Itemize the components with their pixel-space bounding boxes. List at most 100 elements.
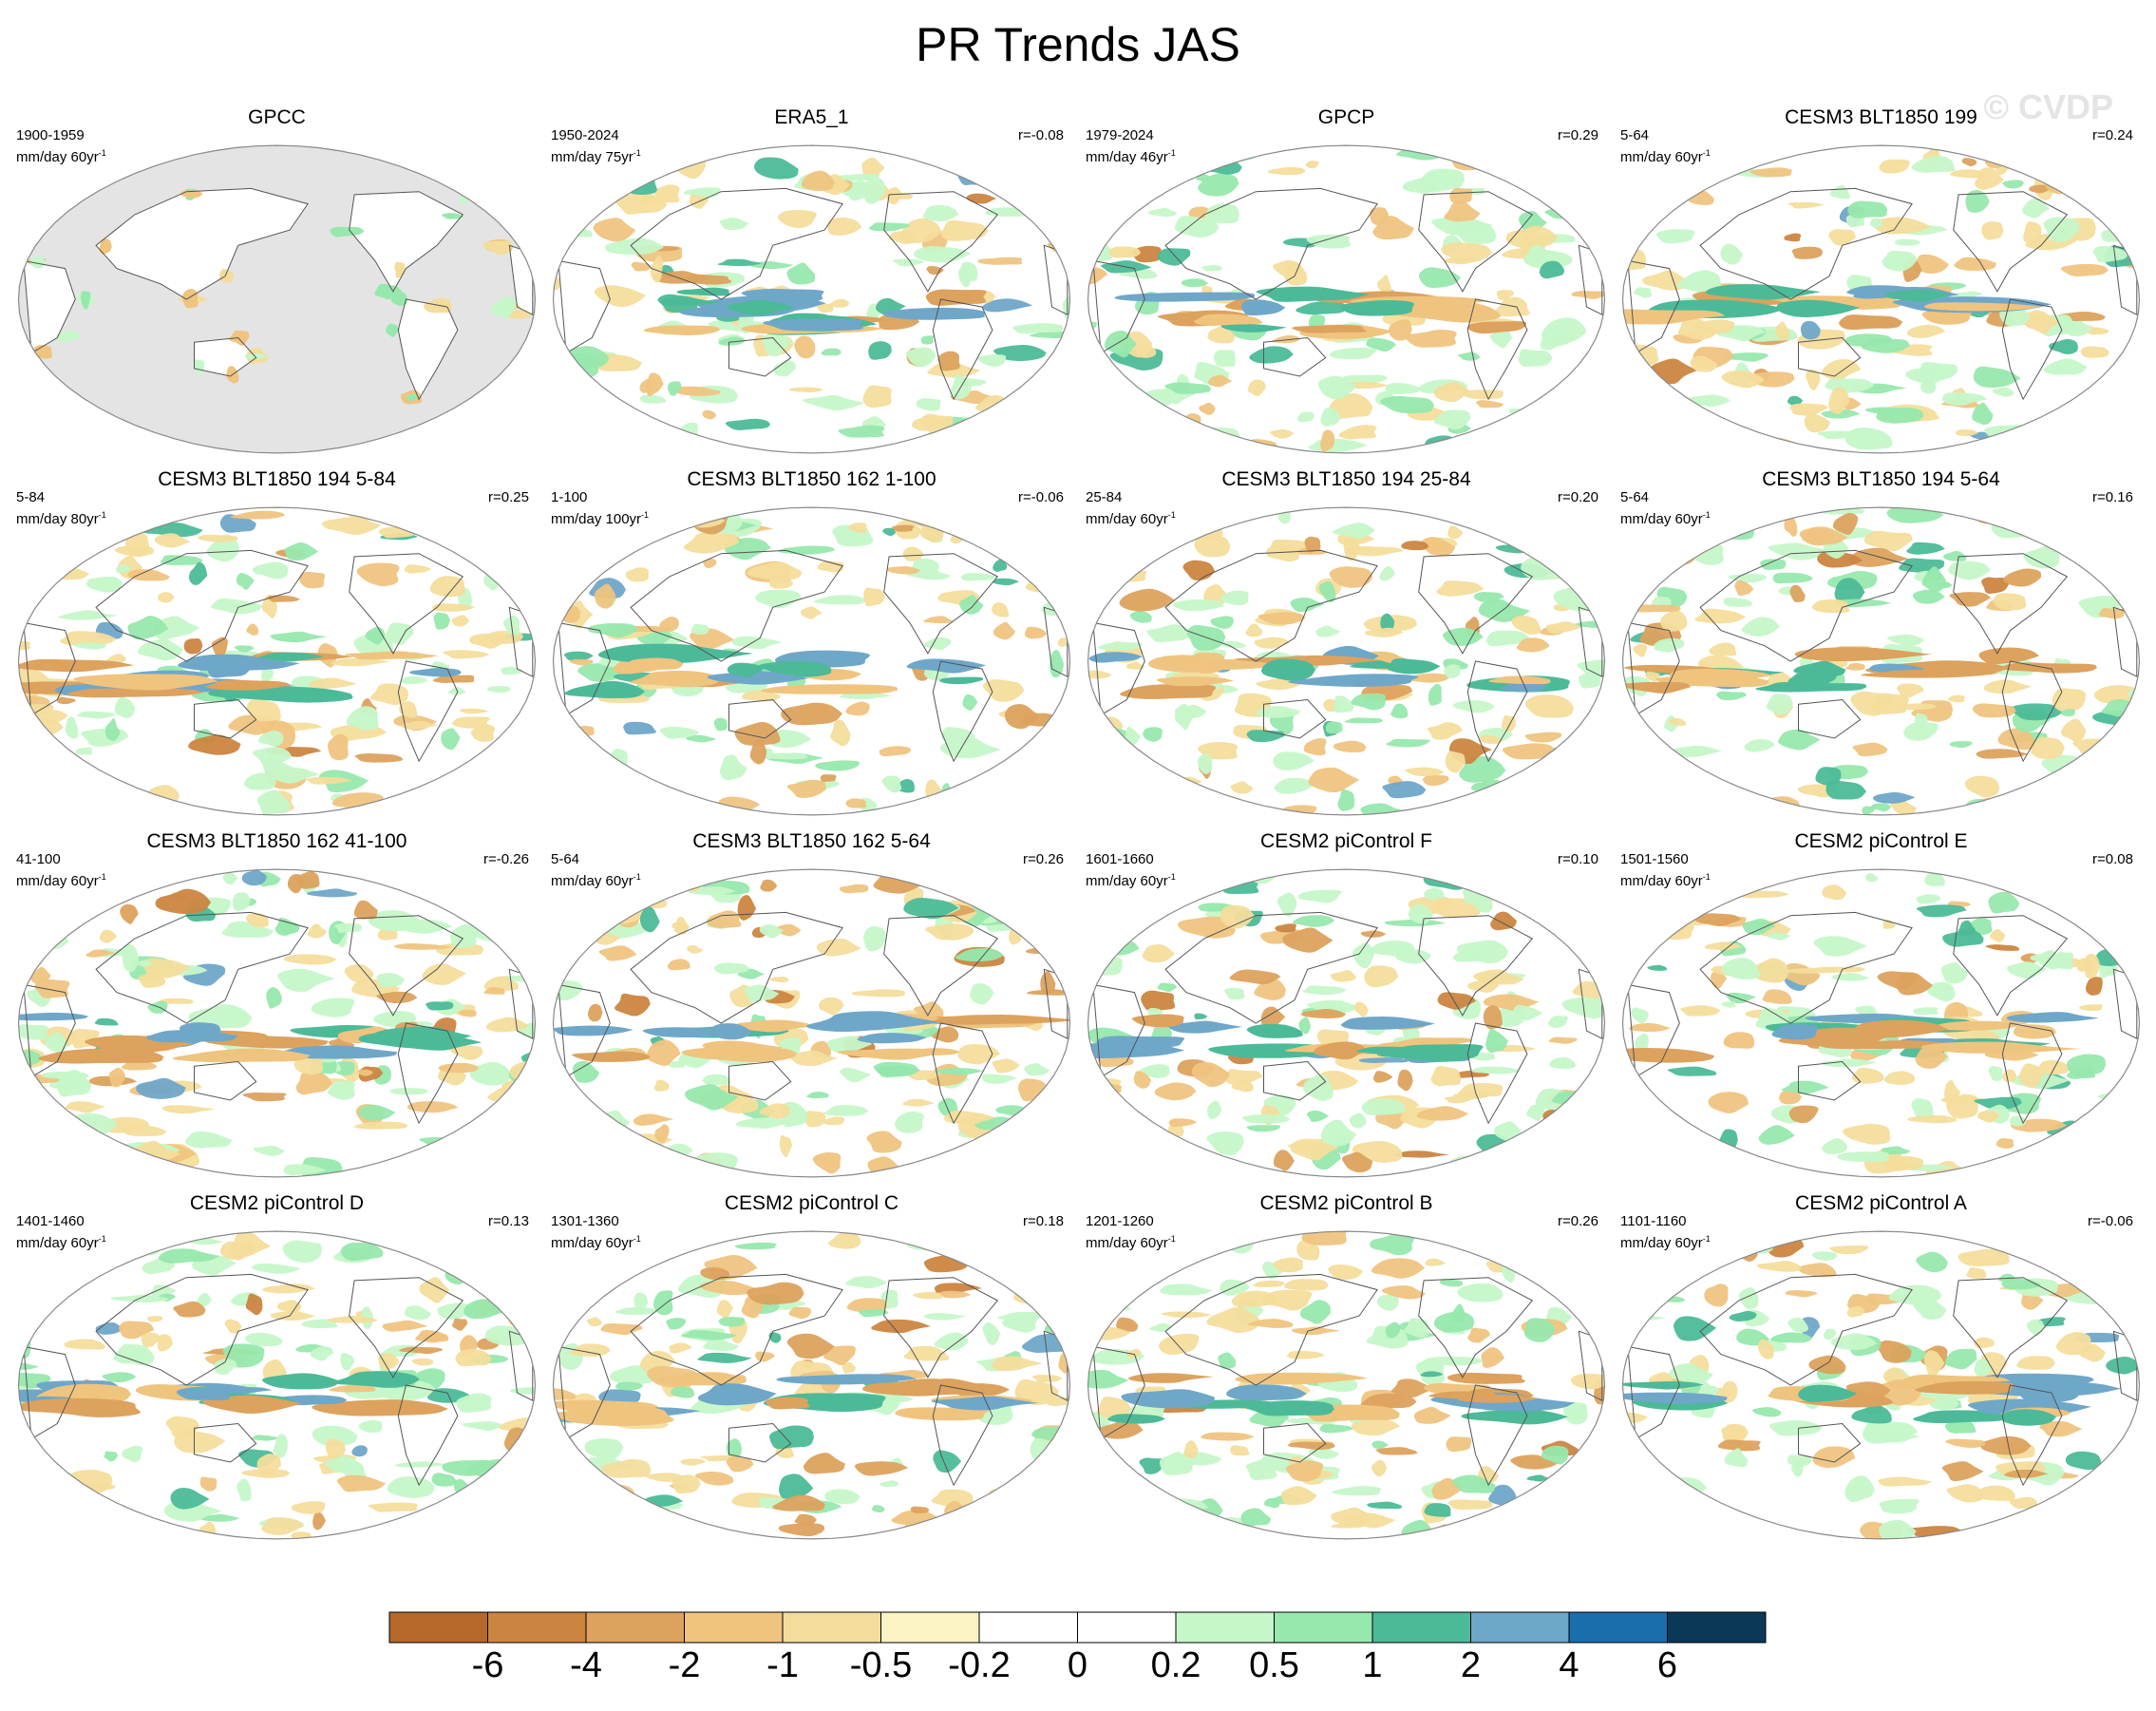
coastline: [1627, 621, 1680, 716]
coastline: [2073, 899, 2109, 924]
coastline: [728, 1422, 792, 1463]
trend-map: [552, 868, 1071, 1178]
trend-map: [552, 506, 1071, 816]
coastline: [23, 983, 76, 1078]
map-outline: [552, 144, 1071, 454]
panel-units: mm/day 60yr-1: [1620, 1234, 1711, 1251]
trend-map: [1621, 1230, 2141, 1540]
trend-map: [17, 144, 537, 454]
coastline: [2073, 1261, 2109, 1286]
map-background: [18, 145, 536, 453]
colorbar-tick-label: -6: [472, 1645, 504, 1685]
trend-map: [1087, 1230, 1606, 1540]
pattern-correlation: r=0.29: [1558, 127, 1598, 143]
map-outline: [1621, 868, 2141, 1178]
panel-period: 5-84: [16, 489, 46, 505]
coastline: [1539, 175, 1575, 200]
coastline: [1092, 259, 1145, 354]
trend-map: [552, 1230, 1071, 1540]
map-panel: CESM2 piControl F 1601-1660 mm/day 60yr-1 r…: [1083, 830, 1610, 1193]
panel-title: CESM2 piControl D: [189, 1192, 365, 1214]
panel-units: mm/day 60yr-1: [1620, 510, 1711, 527]
panel-title: GPCP: [1317, 106, 1375, 128]
coastline: [932, 660, 993, 763]
trend-map: [17, 506, 537, 816]
coastline: [349, 915, 464, 1017]
colorbar-tick-label: 0.5: [1249, 1645, 1299, 1685]
panel-units: mm/day 46yr-1: [1086, 148, 1176, 165]
map-outline: [552, 506, 1071, 816]
coastline: [349, 1277, 464, 1378]
map-panel: CESM3 BLT1850 162 5-64 5-64 mm/day 60yr-1 r…: [548, 830, 1075, 1193]
coastline: [630, 1273, 843, 1386]
panel-units: mm/day 60yr-1: [1620, 872, 1711, 889]
colorbar-swatch: [388, 1611, 488, 1644]
coastline: [1164, 549, 1378, 662]
panel-units: mm/day 100yr-1: [551, 510, 650, 527]
trend-map: [1087, 868, 1606, 1178]
coastline: [1466, 1384, 1528, 1487]
map-panel: CESM3 BLT1850 194 5-64 5-64 mm/day 60yr-1 r…: [1617, 468, 2145, 831]
coastline: [1798, 698, 1862, 739]
coastline: [558, 983, 611, 1078]
coastline: [397, 1022, 459, 1125]
coastline: [883, 915, 999, 1017]
coastline: [1004, 175, 1040, 200]
panel-period: 1950-2024: [551, 127, 619, 143]
pattern-correlation: r=0.26: [1023, 851, 1064, 867]
coastline: [95, 187, 309, 300]
map-outline: [17, 868, 537, 1178]
trend-map: [1087, 506, 1606, 816]
coastline: [95, 1273, 309, 1386]
map-panel: GPCP 1979-2024 mm/day 46yr-1 r=0.29: [1083, 106, 1610, 469]
colorbar-tick-label: 0.2: [1151, 1645, 1201, 1685]
panel-period: 1900-1959: [16, 127, 85, 143]
colorbar-tick-label: -0.2: [948, 1645, 1010, 1685]
coastline: [1092, 621, 1145, 716]
coastline: [1627, 983, 1680, 1078]
coastline: [469, 899, 505, 924]
colorbar-swatch: [782, 1611, 881, 1644]
map-outline: [1087, 868, 1606, 1178]
coastline: [558, 259, 611, 354]
panel-title: CESM3 BLT1850 162 5-64: [692, 830, 931, 852]
coastline: [1539, 537, 1575, 562]
panel-period: 25-84: [1086, 489, 1123, 505]
coastline: [469, 175, 505, 200]
map-outline: [1621, 1230, 2141, 1540]
map-panel: CESM2 piControl E 1501-1560 mm/day 60yr-1 r…: [1617, 830, 2145, 1193]
panel-units: mm/day 60yr-1: [1086, 872, 1176, 889]
coastline: [397, 660, 459, 763]
coastline: [728, 698, 792, 739]
trend-map: [17, 1230, 537, 1540]
colorbar-swatch: [1274, 1611, 1373, 1644]
panel-units: mm/day 75yr-1: [551, 148, 641, 165]
coastline: [349, 191, 464, 293]
colorbar-tick-label: -0.5: [850, 1645, 912, 1685]
coastline: [1092, 983, 1145, 1078]
figure-title: PR Trends JAS: [916, 18, 1240, 71]
coastline: [1798, 336, 1862, 377]
panel-period: 5-64: [1620, 489, 1650, 505]
coastline: [2073, 175, 2109, 200]
panel-title: CESM3 BLT1850 199: [1785, 106, 1977, 128]
coastline: [1263, 1060, 1327, 1101]
colorbar-swatch: [978, 1611, 1078, 1644]
map-panel: CESM3 BLT1850 194 25-84 25-84 mm/day 60yr-…: [1083, 468, 1610, 831]
coastline: [630, 549, 843, 662]
panel-period: 41-100: [16, 851, 61, 867]
panel-period: 1-100: [551, 489, 588, 505]
coastline: [883, 1277, 999, 1378]
map-panel: CESM2 piControl A 1101-1160 mm/day 60yr-1 r…: [1617, 1192, 2145, 1555]
coastline: [1539, 899, 1575, 924]
trend-map: [1621, 506, 2141, 816]
coastline: [932, 298, 993, 401]
coastline: [1466, 660, 1528, 763]
colorbar-swatch: [880, 1611, 980, 1644]
colorbar-swatch: [585, 1611, 685, 1644]
panel-title: CESM2 piControl A: [1795, 1192, 1967, 1214]
colorbar-tick-label: 0: [1068, 1645, 1087, 1685]
coastline: [2001, 1384, 2063, 1487]
colorbar-tick-label: 2: [1461, 1645, 1481, 1685]
map-panel: CESM3 BLT1850 162 41-100 41-100 mm/day 60y…: [13, 830, 540, 1193]
